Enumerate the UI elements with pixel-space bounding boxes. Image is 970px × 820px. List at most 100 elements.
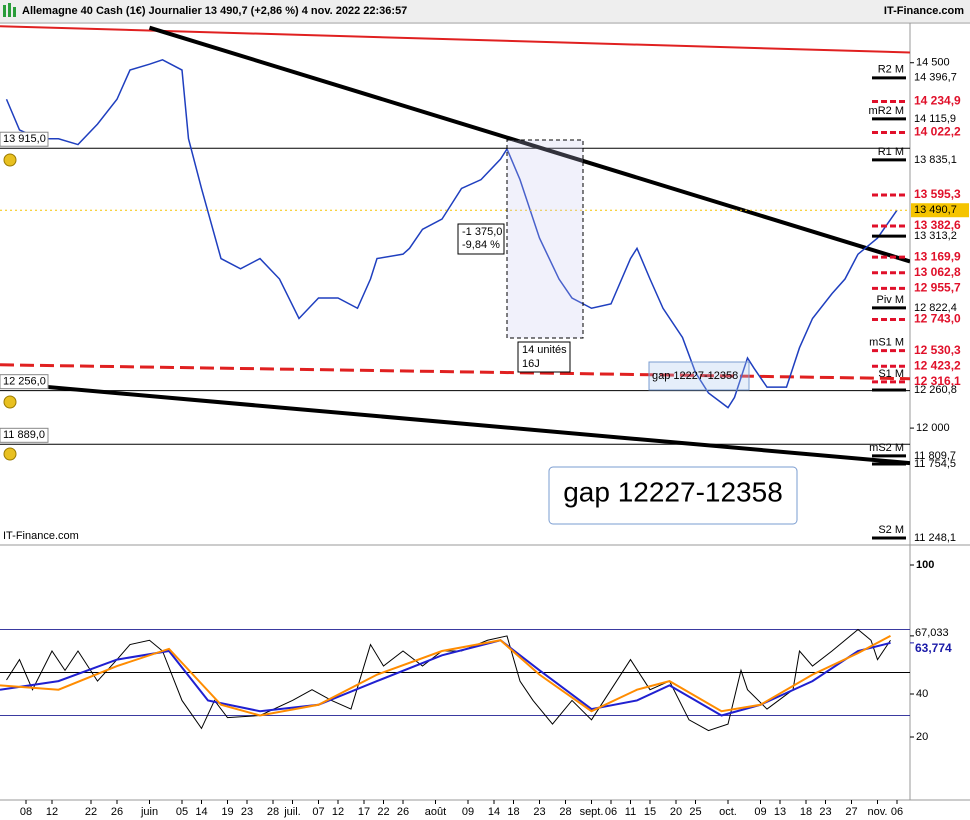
x-tick-label: 13 (774, 806, 786, 818)
y-tick-label: 14 500 (916, 57, 950, 69)
x-tick-label: 06 (605, 806, 617, 818)
level-label: 13 490,7 (914, 204, 957, 216)
level-label: 12 743,0 (914, 312, 961, 326)
level-tag: R1 M (878, 146, 904, 158)
level-label: 11 809,7 (914, 450, 956, 462)
bell-icon (3, 153, 17, 167)
level-tag: S1 M (878, 368, 904, 380)
level-label: 13 062,8 (914, 265, 961, 279)
icon (13, 7, 16, 17)
level-label: 13 169,9 (914, 249, 961, 263)
x-tick-label: 26 (397, 806, 409, 818)
series-line (0, 634, 891, 717)
measure-box (506, 139, 584, 339)
level-label-box (911, 203, 969, 218)
x-tick-label: 07 (312, 806, 324, 818)
trendline (0, 25, 910, 54)
x-tick-label: 12 (46, 806, 58, 818)
x-tick-label: 25 (689, 806, 701, 818)
x-tick-label: 11 (625, 806, 636, 818)
x-tick-label: 08 (20, 806, 32, 818)
x-tick-label: 23 (819, 806, 831, 818)
x-tick-label: 19 (221, 806, 233, 818)
x-tick-label: 18 (507, 806, 519, 818)
level-tag: S2 M (878, 524, 904, 536)
annotation-box (517, 341, 571, 373)
x-tick-label: 09 (462, 806, 474, 818)
x-tick-label: 14 (488, 806, 500, 818)
icon (3, 5, 6, 17)
level-label: 14 234,9 (914, 94, 961, 108)
annotation: -1 375,0 (462, 226, 502, 238)
bell-icon (3, 395, 17, 409)
level-label: 13 382,6 (914, 218, 961, 232)
annotation: gap 12227-12358 (563, 476, 783, 507)
x-tick-label: 27 (845, 806, 857, 818)
level-label: 12 822,4 (914, 302, 957, 314)
level-label: 14 022,2 (914, 125, 961, 139)
trendline (148, 25, 910, 264)
x-tick-label: 28 (559, 806, 571, 818)
annotation-box (548, 466, 798, 525)
level-label: 12 423,2 (914, 358, 961, 372)
x-tick-label: 28 (267, 806, 279, 818)
x-tick-label: 18 (800, 806, 812, 818)
source-bottom: IT-Finance.com (3, 530, 79, 542)
level-label: 14 396,7 (914, 72, 957, 84)
x-tick-label: juil. (283, 806, 301, 818)
x-tick-label: 14 (195, 806, 207, 818)
y-tick-label: 12 000 (916, 422, 950, 434)
rsi-plot (0, 628, 910, 732)
level-label: 13 313,2 (914, 230, 957, 242)
x-tick-label: 09 (754, 806, 766, 818)
annotation: 14 unités (522, 344, 567, 356)
level-label: 13 835,1 (914, 154, 957, 166)
price-plot (0, 25, 910, 466)
annotation: 16J (522, 358, 540, 370)
y-tick-label: 100 (916, 559, 934, 571)
level-label: 13 915,0 (3, 133, 46, 145)
alerts (3, 153, 17, 461)
level-label: 12 256,0 (3, 376, 46, 388)
x-tick-label: nov. (868, 806, 888, 818)
x-tick-label: 06 (891, 806, 903, 818)
level-tag: mR2 M (869, 105, 904, 117)
level-label: 11 754,5 (914, 458, 956, 470)
x-tick-label: 23 (533, 806, 545, 818)
level-tag: mS1 M (869, 336, 904, 348)
x-tick-label: 26 (111, 806, 123, 818)
last-value-label: 67,033 (915, 627, 949, 639)
level-label: 14 115,9 (914, 113, 956, 125)
trendline (0, 363, 910, 381)
level-label: 12 316,1 (914, 374, 961, 388)
level-label: 12 260,8 (914, 384, 957, 396)
x-tick-label: 12 (332, 806, 344, 818)
x-tick-label: 15 (644, 806, 656, 818)
level-label: 11 248,1 (914, 532, 956, 544)
level-label: 11 889,0 (3, 429, 45, 441)
trendline (0, 380, 910, 466)
level-label-box (0, 374, 49, 390)
x-tick-label: 22 (85, 806, 97, 818)
x-tick-label: sept. (580, 806, 604, 818)
y-tick-label: 40 (916, 688, 928, 700)
x-tick-label: août (425, 806, 446, 818)
level-label: 12 530,3 (914, 343, 961, 357)
annotation: gap 12227-12358 (652, 370, 738, 382)
annotation-box (457, 223, 505, 255)
series-line (5, 58, 898, 409)
y-tick-label: 20 (916, 731, 928, 743)
chart-title: Allemagne 40 Cash (1€) Journalier 13 490… (22, 5, 407, 17)
x-tick-label: 20 (670, 806, 682, 818)
level-tag: Piv M (877, 294, 905, 306)
x-tick-label: 23 (241, 806, 253, 818)
annotation: -9,84 % (462, 239, 500, 251)
level-label-box (0, 131, 49, 147)
gap-zone (648, 361, 750, 391)
last-value-label: 63,774 (915, 641, 952, 655)
level-label-box (0, 427, 49, 443)
title-bar (0, 0, 970, 22)
